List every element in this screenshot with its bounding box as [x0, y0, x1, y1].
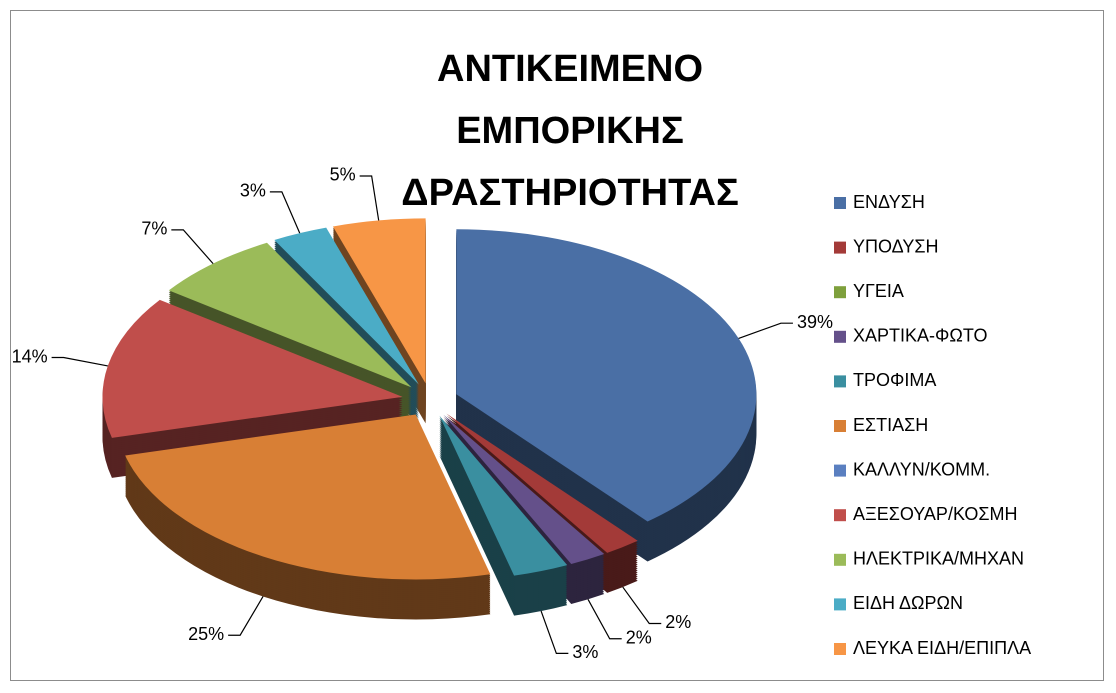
data-label: 5%	[330, 165, 356, 185]
legend-swatch	[834, 598, 846, 611]
slice-top	[125, 414, 491, 580]
legend-swatch	[834, 375, 846, 388]
slice-top	[168, 242, 412, 388]
chart-frame	[10, 10, 1104, 681]
slice-top	[446, 413, 638, 553]
legend-swatch	[834, 420, 846, 432]
legend-label: ΥΓΕΙΑ	[853, 281, 904, 301]
data-label: 14%	[12, 346, 48, 366]
slice	[456, 229, 757, 562]
legend-label: ΥΠΟΔΥΣΗ	[853, 236, 938, 256]
slice-top	[456, 229, 757, 522]
data-label: 25%	[188, 624, 224, 644]
leader-line	[359, 175, 380, 221]
slice-top	[439, 415, 568, 576]
legend-label: ΕΙΔΗ ΔΩΡΩΝ	[853, 593, 963, 613]
data-label: 2%	[626, 627, 652, 647]
legend-swatch	[834, 553, 846, 566]
leader-line	[622, 586, 662, 625]
legend-swatch	[834, 509, 846, 522]
data-label: 2%	[665, 612, 691, 632]
legend-label: ΕΝΔΥΣΗ	[853, 192, 925, 212]
data-label: 3%	[240, 181, 266, 201]
legend-label: ΑΞΕΣΟΥΑΡ/ΚΟΣΜΗ	[853, 504, 1018, 524]
slice	[439, 415, 568, 616]
slice-top	[274, 227, 419, 385]
leader-line	[738, 322, 793, 339]
slice-top	[443, 414, 605, 565]
leader-line	[540, 610, 569, 654]
leader-line	[587, 599, 622, 640]
legend-label: ΛΕΥΚΑ ΕΙΔΗ/ΕΠΙΠΛΑ	[853, 638, 1031, 658]
legend-swatch	[834, 286, 846, 299]
data-label: 3%	[572, 642, 598, 662]
data-label: 39%	[797, 312, 833, 332]
leader-line	[171, 229, 214, 265]
legend-label: ΗΛΕΚΤΡΙΚΑ/ΜΗΧΑΝ	[853, 549, 1024, 569]
legend-label: ΚΑΛΛΥΝ/ΚΟΜΜ.	[853, 459, 990, 479]
chart-title: ΑΝΤΙΚΕΙΜΕΝΟ ΕΜΠΟΡΙΚΗΣ ΔΡΑΣΤΗΡΙΟΤΗΤΑΣ	[401, 48, 739, 214]
data-label: 7%	[141, 219, 167, 239]
slice	[125, 414, 491, 620]
legend-label: ΕΣΤΙΑΣΗ	[853, 415, 928, 435]
legend-label: ΤΡΟΦΙΜΑ	[853, 370, 936, 390]
slice-top	[102, 299, 403, 438]
legend-swatch	[834, 643, 846, 655]
legend-swatch	[834, 330, 846, 343]
leader-line	[228, 596, 264, 636]
legend-swatch	[834, 464, 846, 477]
legend-swatch	[834, 197, 846, 209]
leader-line	[269, 191, 301, 234]
leader-line	[51, 356, 108, 367]
slice-top	[332, 218, 426, 384]
legend-label: ΧΑΡΤΙΚΑ-ΦΩΤΟ	[853, 326, 988, 346]
legend-swatch	[834, 241, 846, 254]
